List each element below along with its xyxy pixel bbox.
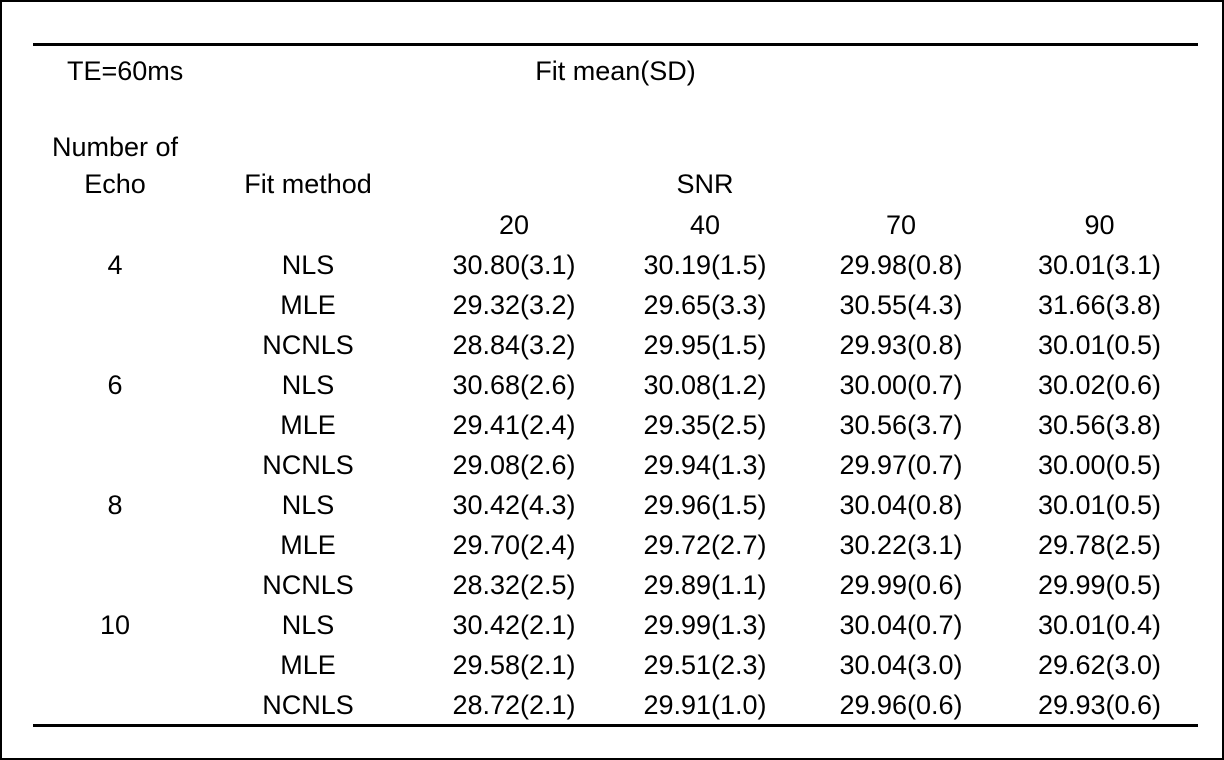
- echo-cell: 4: [107, 249, 123, 280]
- value-cell: 29.96(0.6): [839, 689, 963, 720]
- method-cell: NCNLS: [262, 449, 354, 480]
- value-cell: 29.58(2.1): [452, 649, 576, 680]
- value-cell: 29.99(1.3): [643, 609, 767, 640]
- value-cell: 29.41(2.4): [452, 409, 576, 440]
- value-cell: 30.56(3.7): [839, 409, 963, 440]
- value-cell: 29.93(0.8): [839, 329, 963, 360]
- value-cell: 30.80(3.1): [452, 249, 576, 280]
- method-cell: MLE: [280, 529, 336, 560]
- table-row: NCNLS 28.84(3.2) 29.95(1.5) 29.93(0.8) 3…: [33, 325, 1198, 365]
- value-cell: 29.91(1.0): [643, 689, 767, 720]
- table-bottom-rule: [33, 724, 1198, 727]
- value-cell: 29.98(0.8): [839, 249, 963, 280]
- value-cell: 29.99(0.6): [839, 569, 963, 600]
- method-cell: NCNLS: [262, 689, 354, 720]
- value-cell: 30.42(2.1): [452, 609, 576, 640]
- col-header-number-of: Number of: [51, 131, 179, 162]
- value-cell: 30.01(0.4): [1037, 609, 1162, 640]
- table-header-row-3: Echo Fit method SNR: [33, 164, 1198, 204]
- table-row: 6 NLS 30.68(2.6) 30.08(1.2) 30.00(0.7) 3…: [33, 365, 1198, 405]
- method-cell: NLS: [281, 609, 335, 640]
- snr-level-40: 40: [689, 209, 721, 240]
- col-header-echo: Echo: [84, 168, 146, 199]
- value-cell: 30.04(0.7): [839, 609, 963, 640]
- table-row: 8 NLS 30.42(4.3) 29.96(1.5) 30.04(0.8) 3…: [33, 485, 1198, 525]
- value-cell: 28.32(2.5): [452, 569, 576, 600]
- table-row: MLE 29.32(3.2) 29.65(3.3) 30.55(4.3) 31.…: [33, 285, 1198, 325]
- value-cell: 30.42(4.3): [452, 489, 576, 520]
- snr-level-70: 70: [885, 209, 917, 240]
- value-cell: 29.93(0.6): [1037, 689, 1162, 720]
- value-cell: 30.01(0.5): [1037, 329, 1162, 360]
- method-cell: NLS: [281, 249, 335, 280]
- echo-cell: 8: [107, 489, 123, 520]
- value-cell: 30.00(0.5): [1037, 449, 1162, 480]
- table-row: NCNLS 28.72(2.1) 29.91(1.0) 29.96(0.6) 2…: [33, 685, 1198, 725]
- value-cell: 29.32(3.2): [452, 289, 576, 320]
- table-row: NCNLS 28.32(2.5) 29.89(1.1) 29.99(0.6) 2…: [33, 565, 1198, 605]
- value-cell: 29.72(2.7): [643, 529, 767, 560]
- table-header-row-snr-levels: 20 40 70 90: [33, 205, 1198, 245]
- value-cell: 30.22(3.1): [839, 529, 963, 560]
- value-cell: 29.95(1.5): [643, 329, 767, 360]
- value-cell: 30.01(3.1): [1037, 249, 1162, 280]
- value-cell: 30.68(2.6): [452, 369, 576, 400]
- value-cell: 30.55(4.3): [839, 289, 963, 320]
- table-top-rule: [33, 43, 1198, 46]
- value-cell: 29.78(2.5): [1037, 529, 1162, 560]
- value-cell: 30.04(0.8): [839, 489, 963, 520]
- value-cell: 29.65(3.3): [643, 289, 767, 320]
- method-cell: MLE: [280, 649, 336, 680]
- method-cell: NCNLS: [262, 329, 354, 360]
- value-cell: 30.08(1.2): [643, 369, 767, 400]
- method-cell: NLS: [281, 369, 335, 400]
- col-header-fit-method: Fit method: [244, 168, 372, 199]
- table-row: MLE 29.70(2.4) 29.72(2.7) 30.22(3.1) 29.…: [33, 525, 1198, 565]
- value-cell: 29.35(2.5): [643, 409, 767, 440]
- value-cell: 29.89(1.1): [643, 569, 767, 600]
- value-cell: 29.62(3.0): [1037, 649, 1162, 680]
- snr-level-20: 20: [498, 209, 530, 240]
- value-cell: 30.56(3.8): [1037, 409, 1162, 440]
- echo-cell: 6: [107, 369, 123, 400]
- value-cell: 30.04(3.0): [839, 649, 963, 680]
- value-cell: 29.97(0.7): [839, 449, 963, 480]
- table-row: 4 NLS 30.80(3.1) 30.19(1.5) 29.98(0.8) 3…: [33, 245, 1198, 285]
- value-cell: 29.51(2.3): [643, 649, 767, 680]
- te-label: TE=60ms: [67, 55, 184, 86]
- table-header-row-2: Number of: [33, 127, 1198, 167]
- value-cell: 29.08(2.6): [452, 449, 576, 480]
- fit-mean-sd-header: Fit mean(SD): [535, 55, 696, 86]
- col-header-snr: SNR: [676, 168, 734, 199]
- value-cell: 29.70(2.4): [452, 529, 576, 560]
- value-cell: 31.66(3.8): [1037, 289, 1162, 320]
- table-row: MLE 29.41(2.4) 29.35(2.5) 30.56(3.7) 30.…: [33, 405, 1198, 445]
- value-cell: 30.19(1.5): [643, 249, 767, 280]
- value-cell: 30.02(0.6): [1037, 369, 1162, 400]
- table-row: 10 NLS 30.42(2.1) 29.99(1.3) 30.04(0.7) …: [33, 605, 1198, 645]
- value-cell: 29.94(1.3): [643, 449, 767, 480]
- method-cell: MLE: [280, 409, 336, 440]
- method-cell: MLE: [280, 289, 336, 320]
- value-cell: 28.84(3.2): [452, 329, 576, 360]
- table-header-row-1: TE=60ms Fit mean(SD): [33, 51, 1198, 91]
- echo-cell: 10: [99, 609, 131, 640]
- value-cell: 30.01(0.5): [1037, 489, 1162, 520]
- value-cell: 29.99(0.5): [1037, 569, 1162, 600]
- table-row: MLE 29.58(2.1) 29.51(2.3) 30.04(3.0) 29.…: [33, 645, 1198, 685]
- snr-level-90: 90: [1084, 209, 1115, 240]
- method-cell: NLS: [281, 489, 335, 520]
- value-cell: 28.72(2.1): [452, 689, 576, 720]
- value-cell: 29.96(1.5): [643, 489, 767, 520]
- method-cell: NCNLS: [262, 569, 354, 600]
- table-row: NCNLS 29.08(2.6) 29.94(1.3) 29.97(0.7) 3…: [33, 445, 1198, 485]
- value-cell: 30.00(0.7): [839, 369, 963, 400]
